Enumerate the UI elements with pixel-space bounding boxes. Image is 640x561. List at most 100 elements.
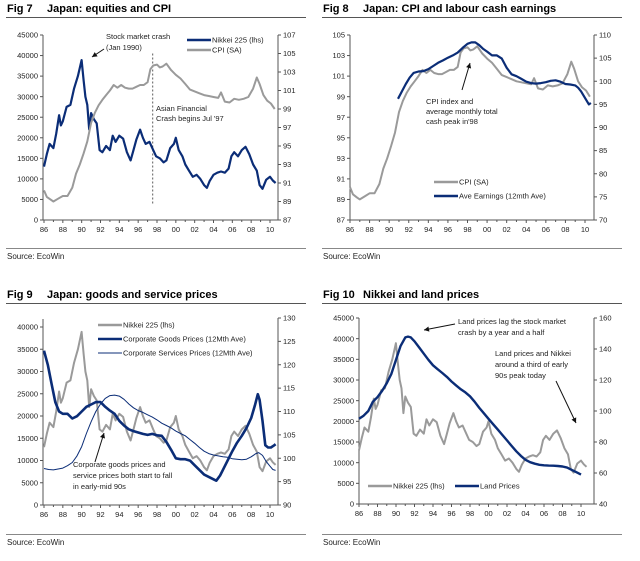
y-left-tick-label: 15000: [17, 154, 38, 163]
series-land-prices: [358, 335, 582, 476]
fig10-plot: 0500010000150002000025000300003500040000…: [333, 314, 611, 518]
y-left-tick-label: 91: [337, 174, 345, 183]
annotation-fall-2: service prices both start to fall: [73, 471, 173, 480]
y-right-tick-label: 70: [599, 216, 607, 225]
x-tick-label: 96: [447, 509, 455, 518]
y-right-tick-label: 115: [283, 384, 295, 393]
y-right-tick-label: 105: [283, 49, 296, 58]
y-right-tick-label: 87: [283, 216, 291, 225]
annotation-lag-2: crash by a year and a half: [458, 328, 545, 337]
y-right-tick-label: 91: [283, 179, 291, 188]
x-tick-label: 92: [96, 510, 104, 519]
x-tick-label: 88: [373, 509, 381, 518]
x-tick-label: 10: [266, 510, 274, 519]
source-note: Source: EcoWin: [7, 538, 65, 547]
y-right-tick-label: 100: [599, 407, 612, 416]
y-left-tick-label: 95: [337, 133, 345, 142]
y-left-tick-label: 35000: [333, 355, 354, 364]
y-left-tick-label: 20000: [17, 133, 38, 142]
annotation-today-3: 90s peak today: [495, 371, 546, 380]
x-tick-label: 08: [558, 509, 566, 518]
x-tick-label: 92: [410, 509, 418, 518]
y-left-tick-label: 10000: [17, 456, 38, 465]
x-tick-label: 08: [247, 510, 255, 519]
y-right-tick-label: 120: [599, 376, 612, 385]
x-tick-label: 06: [228, 510, 236, 519]
x-tick-label: 98: [466, 509, 474, 518]
x-tick-label: 96: [444, 225, 452, 234]
y-right-tick-label: 105: [283, 430, 296, 439]
annotation-peak-arrow-head: [466, 63, 472, 69]
x-tick-label: 02: [190, 510, 198, 519]
fig8-plot: 87 89 91 93 95 97 99 101 103 105 70 75 80 85 90 95 100 10…: [332, 31, 611, 234]
x-tick-label: 10: [577, 509, 585, 518]
fig8-chart: 87 89 91 93 95 97 99 101 103 105 70 75 80 85 90 95 100 10…: [332, 31, 611, 234]
x-tick-label: 90: [385, 225, 393, 234]
y-left-tick-label: 40000: [333, 334, 354, 343]
source-rule: [322, 248, 622, 249]
x-tick-label: 88: [59, 510, 67, 519]
y-right-tick-label: 95: [283, 142, 291, 151]
x-tick-label: 92: [96, 225, 104, 234]
annotation-fall-arrow-head: [100, 433, 105, 439]
x-tick-label: 06: [228, 225, 236, 234]
fig8-panel: Fig 8 Japan: CPI and labour cash earnings…: [316, 0, 636, 275]
y-left-tick-label: 30000: [17, 92, 38, 101]
y-left-tick-label: 5000: [21, 478, 38, 487]
fig9-plot: 0500010000150002000025000300003500040000…: [17, 314, 295, 519]
y-left-tick-label: 5000: [21, 195, 38, 204]
annotation-today-1: Land prices and Nikkei: [495, 349, 571, 358]
y-right-tick-label: 89: [283, 197, 291, 206]
annotation-fall-3: in early-mid 90s: [73, 482, 126, 491]
annotation-lag-1: Land prices lag the stock market: [458, 317, 567, 326]
y-right-tick-label: 80: [599, 169, 607, 178]
annotation-peak-2: average monthly total: [426, 107, 498, 116]
x-tick-label: 08: [561, 225, 569, 234]
y-right-tick-label: 90: [283, 501, 291, 510]
annotation-crash-date: (Jan 1990): [106, 43, 142, 52]
x-tick-label: 86: [346, 225, 354, 234]
y-right-tick-label: 95: [599, 100, 607, 109]
y-right-tick-label: 140: [599, 345, 612, 354]
x-tick-label: 86: [355, 509, 363, 518]
legend-services-label: Corporate Services Prices (12Mth Ave): [123, 349, 253, 358]
y-right-tick-label: 60: [599, 469, 607, 478]
annotation-asian-date: Crash begins Jul '97: [156, 114, 224, 123]
x-tick-label: 96: [134, 510, 142, 519]
fig10-panel: Fig 10 Nikkei and land prices 0 5000 10000 1…: [316, 286, 636, 561]
x-tick-label: 98: [153, 510, 161, 519]
source-rule: [322, 534, 622, 535]
x-tick-label: 04: [209, 510, 217, 519]
series-corporate-goods-prices-12mth-ave: [42, 350, 277, 482]
y-left-tick-label: 45000: [17, 31, 38, 40]
legend-cpi-label: CPI (SA): [212, 46, 242, 55]
y-right-tick-label: 90: [599, 123, 607, 132]
fig10-title: Fig 10 Nikkei and land prices: [323, 289, 480, 301]
x-tick-label: 02: [190, 225, 198, 234]
annotation-today-2: around a third of early: [495, 360, 568, 369]
y-right-tick-label: 85: [599, 146, 607, 155]
x-tick-label: 92: [405, 225, 413, 234]
source-note: Source: EcoWin: [323, 252, 381, 261]
annotation-today-arrow-head: [571, 417, 577, 423]
y-left-tick-label: 30000: [17, 367, 38, 376]
y-left-tick-label: 20000: [333, 417, 354, 426]
y-left-tick-label: 105: [332, 31, 345, 40]
fig9-chart: 0500010000150002000025000300003500040000…: [17, 314, 295, 519]
y-left-tick-label: 45000: [333, 314, 354, 323]
title-rule: [6, 17, 306, 18]
y-right-tick-label: 120: [283, 360, 296, 369]
annotation-lag-arrow: [423, 323, 456, 331]
x-tick-label: 00: [172, 510, 180, 519]
title-rule: [322, 303, 622, 304]
x-tick-label: 90: [77, 225, 85, 234]
x-tick-label: 00: [172, 225, 180, 234]
x-tick-label: 96: [134, 225, 142, 234]
title-rule: [322, 17, 622, 18]
y-left-tick-label: 93: [337, 154, 345, 163]
y-left-tick-label: 40000: [17, 51, 38, 60]
y-right-tick-label: 80: [599, 438, 607, 447]
series-nikkei-225-lhs: [42, 58, 277, 190]
legend-earnings-label: Ave Earnings (12mth Ave): [459, 192, 546, 201]
y-right-tick-label: 130: [283, 314, 296, 323]
